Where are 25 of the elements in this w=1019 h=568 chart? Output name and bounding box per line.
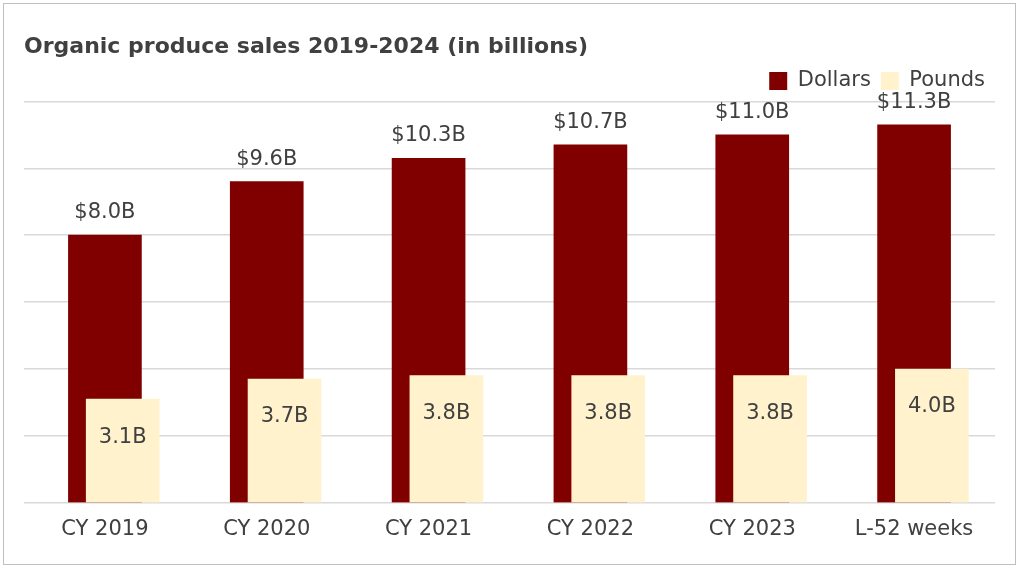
x-tick-label: L-52 weeks bbox=[854, 515, 974, 540]
bar bbox=[409, 375, 484, 503]
data-label: $10.3B bbox=[391, 122, 466, 147]
data-label: 3.7B bbox=[260, 403, 309, 428]
data-label: 3.8B bbox=[746, 400, 794, 425]
data-label: $9.6B bbox=[236, 145, 298, 170]
legend-label: Dollars bbox=[797, 67, 871, 92]
data-label: $8.0B bbox=[74, 199, 136, 224]
data-label: 4.0B bbox=[907, 393, 956, 418]
bar bbox=[733, 375, 807, 503]
chart-title: Organic produce sales 2019-2024 (in billions) bbox=[24, 32, 588, 58]
data-label: 3.1B bbox=[98, 423, 147, 448]
x-tick-label: CY 2021 bbox=[384, 515, 473, 540]
x-tick-label: CY 2022 bbox=[546, 515, 635, 540]
x-tick-label: CY 2023 bbox=[708, 515, 796, 540]
x-tick-label: CY 2020 bbox=[223, 515, 311, 540]
bar bbox=[247, 378, 322, 503]
data-label: $10.7B bbox=[553, 108, 628, 133]
bar bbox=[571, 375, 646, 503]
x-tick-label: CY 2019 bbox=[61, 515, 149, 540]
bar bbox=[895, 368, 969, 503]
data-label: $11.0B bbox=[714, 98, 790, 123]
bar bbox=[85, 398, 160, 503]
data-label: 3.8B bbox=[584, 400, 633, 425]
data-label: 3.8B bbox=[422, 400, 471, 425]
